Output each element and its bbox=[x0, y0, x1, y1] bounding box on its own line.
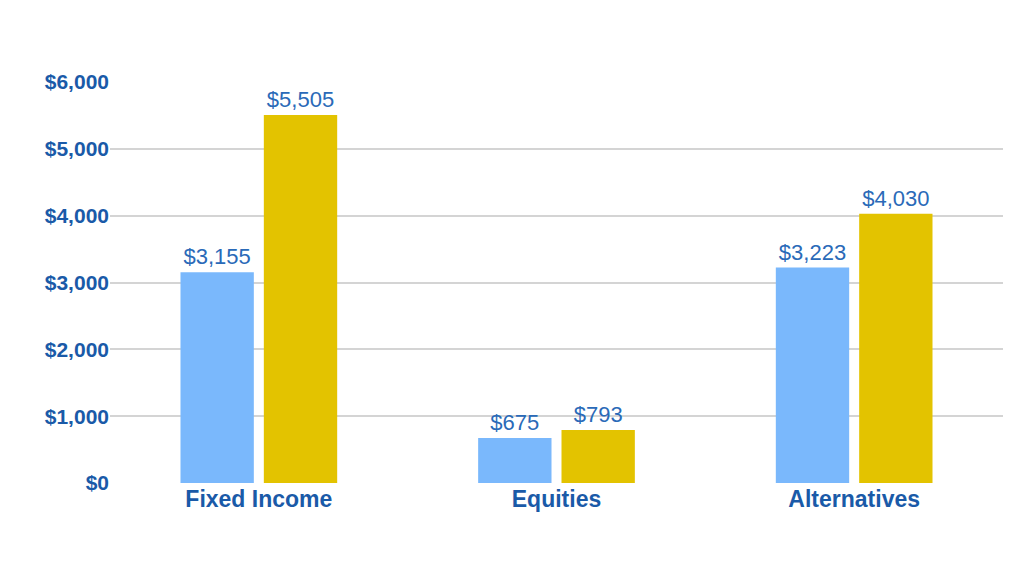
svg-text:$3,000: $3,000 bbox=[45, 271, 109, 294]
svg-text:Alternatives: Alternatives bbox=[788, 486, 920, 512]
svg-text:$675: $675 bbox=[490, 410, 539, 435]
svg-text:Equities: Equities bbox=[512, 486, 601, 512]
svg-text:Fixed Income: Fixed Income bbox=[185, 486, 332, 512]
svg-text:$793: $793 bbox=[574, 402, 623, 427]
svg-text:$5,505: $5,505 bbox=[267, 87, 334, 112]
svg-text:$2,000: $2,000 bbox=[45, 338, 109, 361]
svg-text:$3,223: $3,223 bbox=[779, 240, 846, 265]
svg-text:$3,155: $3,155 bbox=[184, 244, 251, 269]
svg-text:$4,000: $4,000 bbox=[45, 204, 109, 227]
svg-text:$1,000: $1,000 bbox=[45, 405, 109, 428]
svg-text:$4,030: $4,030 bbox=[862, 186, 929, 211]
svg-text:$6,000: $6,000 bbox=[45, 70, 109, 93]
svg-text:$5,000: $5,000 bbox=[45, 137, 109, 160]
svg-text:$0: $0 bbox=[86, 471, 109, 494]
